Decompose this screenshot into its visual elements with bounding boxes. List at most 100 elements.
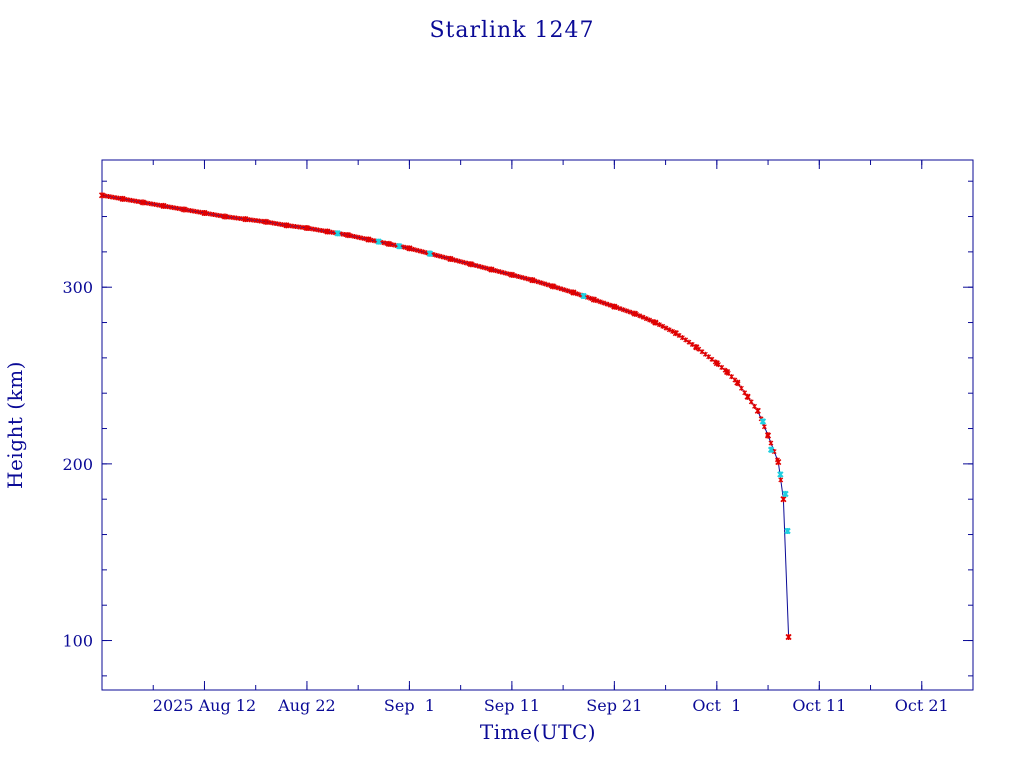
observation-marker [660,323,666,329]
data-point [283,222,290,229]
observation-marker [617,306,623,312]
data-point [713,360,720,367]
observation-marker [473,263,479,269]
observation-marker [411,246,416,252]
data-point [764,432,772,439]
observation-marker [519,274,525,280]
observation-marker [437,253,443,259]
x-tick-label: 2025 Aug 12 [153,696,256,715]
data-point [767,446,775,453]
data-point [406,245,413,252]
observation-marker [561,287,567,293]
observation-marker [679,335,685,341]
observation-marker [502,270,508,276]
data-point [385,240,392,247]
data-point [784,527,791,535]
observation-marker [525,276,531,282]
data-point [775,459,782,466]
observation-marker [604,301,610,307]
observation-marker [483,265,489,271]
observation-marker [689,341,695,347]
observation-marker [555,285,561,291]
observation-marker [545,282,551,288]
data-point [375,238,382,245]
data-point [334,230,341,237]
observation-marker [706,354,712,360]
data-point [782,490,789,498]
observation-marker [420,249,426,255]
observation-marker [748,399,754,405]
y-tick-label: 100 [62,632,93,651]
observation-marker [443,255,449,261]
x-tick-label: Oct 1 [692,696,741,715]
observation-marker [702,351,708,357]
observation-marker [476,263,482,269]
data-point [303,224,311,232]
chart-title: Starlink 1247 [429,18,594,43]
data-point [508,271,515,278]
data-point [242,216,249,223]
data-point [754,407,761,414]
data-point [447,255,454,262]
observation-marker [496,268,502,274]
observation-marker [542,281,548,287]
observation-marker [414,247,420,253]
observation-marker [640,314,646,320]
observation-marker [453,257,459,263]
observation-marker [683,337,689,343]
data-point [785,633,792,641]
observation-marker [643,316,649,322]
data-point [744,393,751,400]
data-point [580,292,587,300]
data-point [201,209,208,217]
data-point [262,218,270,225]
data-point [426,250,434,257]
axis-ticks [101,160,974,690]
observation-marker [647,317,653,323]
data-point [395,243,403,250]
data-point [672,330,679,337]
observation-marker [440,254,446,260]
data-point [365,236,372,243]
data-point [724,368,731,376]
data-point [549,283,556,290]
observation-marker [535,279,541,285]
observation-marker [522,275,528,281]
data-point [631,310,638,317]
observation-marker [558,286,564,292]
series-line [101,194,790,638]
observation-marker [709,356,715,362]
x-tick-label: Sep 1 [384,696,435,715]
data-point [344,232,351,239]
y-axis-label: Height (km) [3,361,27,489]
observation-marker [761,424,767,430]
data-point [734,379,741,386]
observation-marker [456,258,462,264]
observation-marker [516,274,521,280]
data-point [529,277,536,284]
plot-frame [101,159,974,691]
data-point [590,296,597,303]
data-point [221,213,229,220]
observation-marker [699,349,705,355]
observation-marker [434,252,439,258]
data-point [139,199,147,206]
observation-marker [417,248,423,254]
observation-marker [538,280,544,286]
data-point [160,202,167,209]
data-point [693,344,700,351]
observation-marker [663,325,669,331]
data-point [759,418,767,425]
observation-marker [565,288,571,294]
observation-marker [666,327,672,333]
observation-marker [778,477,784,483]
x-axis-label: Time(UTC) [480,720,596,744]
data-point [180,206,188,213]
observation-marker [627,309,633,315]
x-tick-label: Sep 11 [484,696,540,715]
x-tick-label: Oct 21 [895,696,949,715]
data-point [324,228,331,235]
tick-labels: 2025 Aug 12 Aug 22 Sep 1 Sep 11 Sep 21 Oct 1 O… [62,278,948,715]
observation-marker [729,374,735,380]
